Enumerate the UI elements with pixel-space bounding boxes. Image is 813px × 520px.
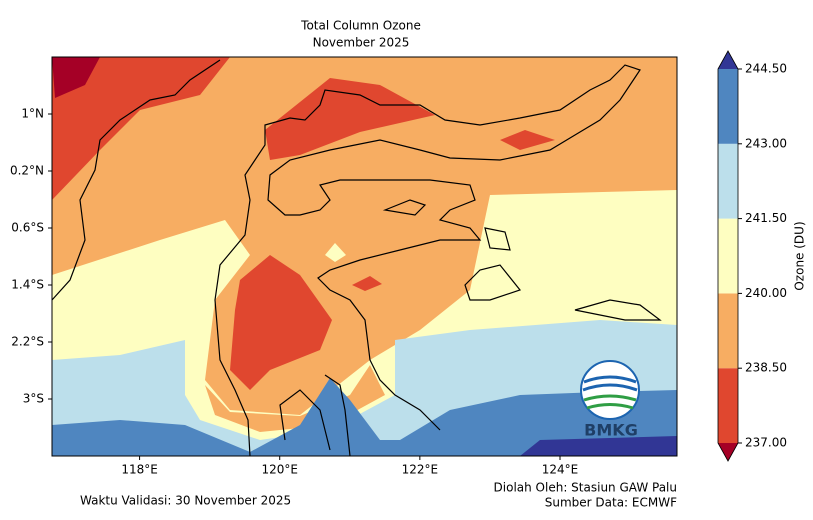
contour bbox=[52, 57, 230, 200]
subtitle: November 2025 bbox=[313, 36, 410, 50]
map bbox=[52, 57, 677, 456]
colorbar-tick-label: 238.50 bbox=[745, 361, 787, 375]
logo-text: BMKG bbox=[584, 421, 638, 440]
logo: BMKG bbox=[580, 360, 640, 440]
colorbar-band bbox=[718, 218, 738, 294]
colorbar-label: Ozone (DU) bbox=[793, 221, 807, 290]
y-tick-label: 0.6°S bbox=[11, 221, 44, 235]
colorbar-tick-label: 244.50 bbox=[745, 62, 787, 76]
y-tick-label: 1.4°S bbox=[11, 278, 44, 292]
x-tick-label: 118°E bbox=[121, 463, 158, 477]
colorbar-band bbox=[718, 143, 738, 219]
coastline bbox=[382, 199, 662, 321]
y-tick-label: 2.2°S bbox=[11, 335, 44, 349]
colorbar-tick-label: 237.00 bbox=[745, 436, 787, 450]
y-tick-label: 0.2°N bbox=[10, 164, 44, 178]
contour bbox=[325, 243, 346, 262]
contour bbox=[352, 276, 382, 291]
y-tick-label: 1°N bbox=[21, 107, 44, 121]
coastline bbox=[279, 374, 351, 456]
colorbar-tick-label: 243.00 bbox=[745, 136, 787, 150]
colorbar-extend-low bbox=[718, 443, 738, 461]
contour bbox=[52, 57, 100, 98]
footer-right: Diolah Oleh: Stasiun GAW Palu bbox=[494, 481, 677, 495]
logo-circle bbox=[580, 360, 640, 420]
coastline bbox=[52, 59, 221, 301]
colorbar-tick-label: 241.50 bbox=[745, 211, 787, 225]
map-frame bbox=[51, 56, 678, 457]
colorbar-band bbox=[718, 69, 738, 144]
footer-left: Waktu Validasi: 30 November 2025 bbox=[80, 494, 291, 508]
contour bbox=[520, 436, 677, 456]
coastline bbox=[214, 64, 641, 456]
contour bbox=[265, 78, 435, 160]
title: Total Column Ozone bbox=[300, 19, 421, 33]
colorbar-band bbox=[718, 293, 738, 369]
contour bbox=[500, 130, 555, 150]
contour bbox=[230, 255, 332, 390]
footer-right: Sumber Data: ECMWF bbox=[545, 496, 677, 510]
logo-land bbox=[583, 394, 637, 410]
y-tick-label: 3°S bbox=[23, 392, 44, 406]
x-tick-label: 122°E bbox=[402, 463, 439, 477]
colorbar-tick-label: 240.00 bbox=[745, 286, 787, 300]
x-tick-label: 124°E bbox=[542, 463, 579, 477]
x-tick-label: 120°E bbox=[261, 463, 298, 477]
contour bbox=[52, 378, 677, 456]
logo-waves bbox=[582, 375, 638, 392]
colorbar-extend-high bbox=[718, 51, 738, 69]
colorbar-band bbox=[718, 368, 738, 443]
